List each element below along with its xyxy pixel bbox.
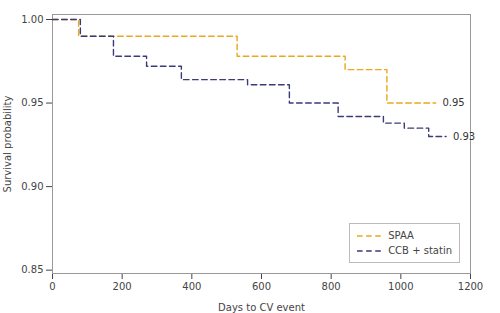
svg-text:0.93: 0.93 (453, 131, 475, 142)
svg-text:Survival probability: Survival probability (2, 95, 13, 192)
svg-text:Days to CV event: Days to CV event (218, 302, 305, 313)
html-text:SPAA: SPAA (388, 230, 414, 241)
svg-text:1200: 1200 (458, 281, 483, 292)
svg-text:0: 0 (49, 281, 55, 292)
svg-text:400: 400 (182, 281, 201, 292)
svg-text:1000: 1000 (388, 281, 413, 292)
svg-text:0.90: 0.90 (21, 181, 43, 192)
svg-text:0.95: 0.95 (442, 97, 464, 108)
svg-text:0.85: 0.85 (21, 264, 43, 275)
svg-text:200: 200 (113, 281, 132, 292)
svg-text:0.95: 0.95 (21, 97, 43, 108)
svg-text:600: 600 (252, 281, 271, 292)
svg-text:800: 800 (322, 281, 341, 292)
html-text:CCB + statin: CCB + statin (388, 245, 452, 256)
svg-text:1.00: 1.00 (21, 14, 43, 25)
